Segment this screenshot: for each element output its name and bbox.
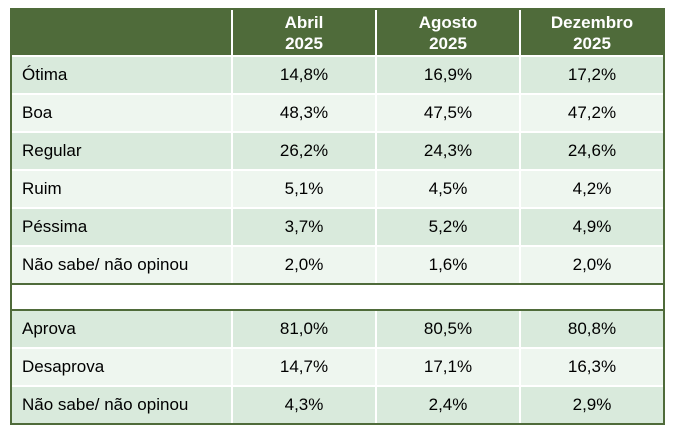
row-value: 2,0% bbox=[233, 247, 377, 283]
row-value: 4,3% bbox=[233, 387, 377, 423]
row-value: 2,4% bbox=[377, 387, 521, 423]
row-value: 16,9% bbox=[377, 57, 521, 93]
table-row: Aprova 81,0% 80,5% 80,8% bbox=[12, 309, 663, 347]
row-label: Não sabe/ não opinou bbox=[12, 387, 233, 423]
table-row: Péssima 3,7% 5,2% 4,9% bbox=[12, 207, 663, 245]
row-value: 4,9% bbox=[572, 217, 612, 236]
header-year: 2025 bbox=[429, 33, 467, 53]
row-value: 3,7% bbox=[233, 209, 377, 245]
row-value: 14,8% bbox=[233, 57, 377, 93]
row-value: 5,1% bbox=[233, 171, 377, 207]
table-row: Não sabe/ não opinou 4,3% 2,4% 2,9% bbox=[12, 385, 663, 423]
row-label: Aprova bbox=[12, 311, 233, 347]
row-value: 17,2% bbox=[567, 65, 617, 84]
row-label: Péssima bbox=[12, 209, 233, 245]
row-value: 17,1% bbox=[377, 349, 521, 385]
table-row: Boa 48,3% 47,5% 47,2% bbox=[12, 93, 663, 131]
table-row: Ruim 5,1% 4,5% 4,2% bbox=[12, 169, 663, 207]
header-col-august: Agosto 2025 bbox=[377, 10, 521, 55]
row-value: 1,6% bbox=[377, 247, 521, 283]
header-year: 2025 bbox=[285, 33, 323, 53]
row-label: Regular bbox=[12, 133, 233, 169]
row-value: 14,7% bbox=[233, 349, 377, 385]
row-value: 24,3% bbox=[377, 133, 521, 169]
header-col-december: Dezembro 2025 bbox=[521, 10, 663, 55]
row-value: 80,5% bbox=[377, 311, 521, 347]
header-month: Agosto bbox=[418, 12, 478, 32]
row-label: Boa bbox=[12, 95, 233, 131]
header-year: 2025 bbox=[573, 33, 611, 53]
header-month: Abril bbox=[284, 12, 324, 32]
row-value: 48,3% bbox=[233, 95, 377, 131]
row-label: Ruim bbox=[12, 171, 233, 207]
row-value: 16,3% bbox=[567, 357, 617, 376]
section-separator bbox=[12, 283, 663, 309]
row-value: 2,9% bbox=[572, 395, 612, 414]
row-value: 5,2% bbox=[377, 209, 521, 245]
row-label: Não sabe/ não opinou bbox=[12, 247, 233, 283]
survey-table: Abril 2025 Agosto 2025 Dezembro 2025 Óti… bbox=[10, 8, 665, 425]
table-row: Não sabe/ não opinou 2,0% 1,6% 2,0% bbox=[12, 245, 663, 283]
table-row: Ótima 14,8% 16,9% 17,2% bbox=[12, 55, 663, 93]
row-value: 80,8% bbox=[567, 319, 617, 338]
table-row: Desaprova 14,7% 17,1% 16,3% bbox=[12, 347, 663, 385]
row-value: 81,0% bbox=[233, 311, 377, 347]
row-value: 4,5% bbox=[377, 171, 521, 207]
row-label: Ótima bbox=[12, 57, 233, 93]
row-label: Desaprova bbox=[12, 349, 233, 385]
row-value: 47,5% bbox=[377, 95, 521, 131]
row-value: 4,2% bbox=[572, 179, 612, 198]
row-value: 47,2% bbox=[567, 103, 617, 122]
header-col-april: Abril 2025 bbox=[233, 10, 377, 55]
row-value: 24,6% bbox=[567, 141, 617, 160]
header-empty-cell bbox=[12, 10, 233, 55]
table-row: Regular 26,2% 24,3% 24,6% bbox=[12, 131, 663, 169]
row-value: 26,2% bbox=[233, 133, 377, 169]
row-value: 2,0% bbox=[572, 255, 612, 274]
table-header: Abril 2025 Agosto 2025 Dezembro 2025 bbox=[12, 10, 663, 55]
header-month: Dezembro bbox=[550, 12, 634, 32]
